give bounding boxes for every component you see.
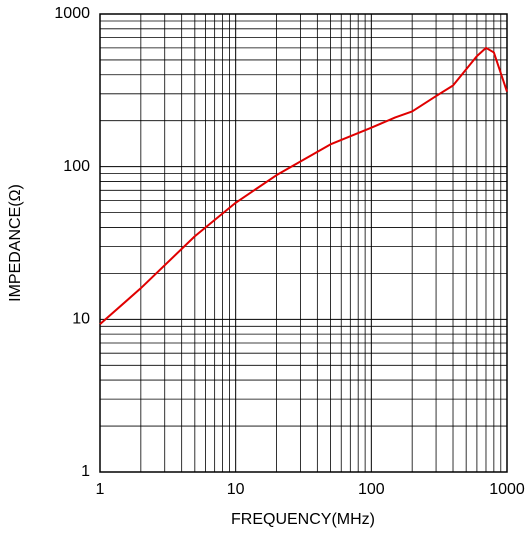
y-tick-label: 10: [72, 311, 90, 328]
x-tick-label: 1000: [489, 481, 525, 498]
y-tick-label: 1: [81, 463, 90, 480]
plot-frame: [99, 13, 508, 473]
x-tick-label: 10: [227, 481, 245, 498]
x-tick-label: 1: [96, 481, 105, 498]
y-axis-label: IMPEDANCE(Ω): [7, 184, 24, 302]
x-tick-label: 100: [358, 481, 385, 498]
x-axis-label: FREQUENCY(MHz): [231, 511, 375, 528]
y-tick-label: 100: [63, 158, 90, 175]
data-line: [99, 46, 508, 325]
y-tick-label: 1000: [54, 5, 90, 22]
